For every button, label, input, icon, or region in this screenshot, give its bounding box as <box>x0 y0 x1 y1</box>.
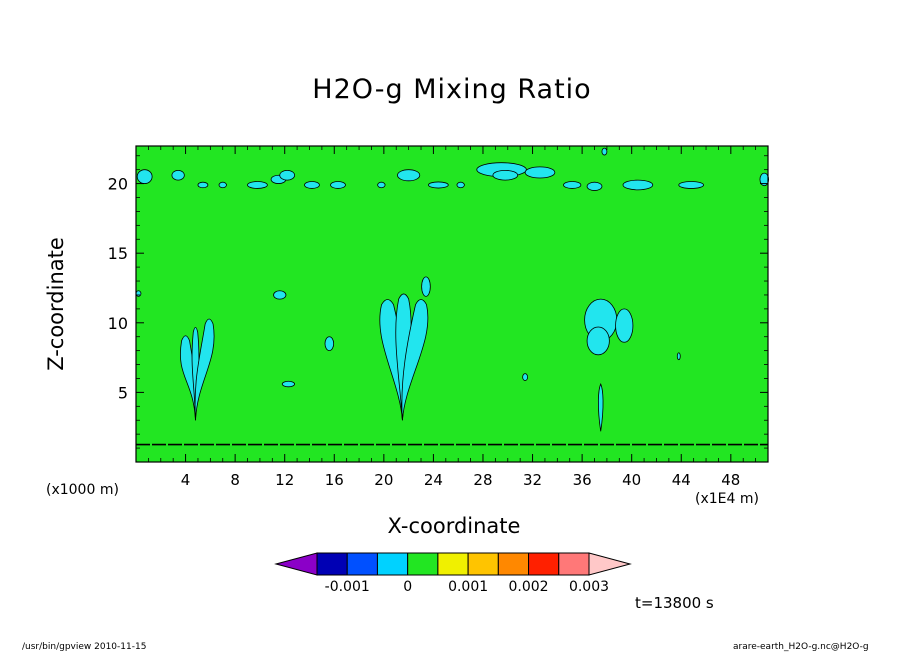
colorbar-box <box>467 552 499 576</box>
colorbar-high-triangle <box>588 552 632 576</box>
footer-source: arare-earth_H2O-g.nc@H2O-g <box>733 642 869 652</box>
x-unit-label-right: (x1E4 m) <box>695 491 759 507</box>
colorbar-tick-label: 0 <box>403 579 412 595</box>
colorbar-box <box>407 552 439 576</box>
moist-layer-patch <box>563 181 582 189</box>
x-tick-label: 24 <box>424 471 443 489</box>
colorbar-box <box>437 552 469 576</box>
x-tick-label: 4 <box>181 471 191 489</box>
moist-patch <box>522 373 528 381</box>
moist-layer-patch <box>377 181 386 189</box>
colorbar-low-triangle <box>274 552 318 576</box>
x-tick-label: 32 <box>523 471 542 489</box>
x-tick-label: 16 <box>325 471 344 489</box>
x-tick-label: 12 <box>275 471 294 489</box>
plume-right-top <box>586 326 610 356</box>
moist-layer-patch <box>197 181 209 189</box>
plume-center <box>401 299 429 421</box>
colorbar-tick-label: 0.003 <box>569 579 609 595</box>
plume-right-side <box>615 308 634 343</box>
colorbar-tick-label: 0.002 <box>509 579 549 595</box>
moist-layer-patch <box>601 147 608 156</box>
moist-layer-patch <box>247 181 268 189</box>
colorbar-box <box>528 552 560 576</box>
x-tick-label: 48 <box>721 471 740 489</box>
moist-layer-patch <box>136 169 153 184</box>
moist-patch <box>273 290 287 300</box>
colorbar-tick-label: 0.001 <box>448 579 488 595</box>
colorbar-box <box>497 552 530 576</box>
y-tick-label: 15 <box>108 244 128 263</box>
time-label: t=13800 s <box>635 594 714 612</box>
moist-patch <box>324 336 335 352</box>
plume-right-stem <box>597 383 604 432</box>
moist-layer-patch <box>428 181 449 189</box>
moist-patch <box>281 380 296 388</box>
y-tick-label: 10 <box>108 314 128 333</box>
moist-layer-patch <box>218 181 227 189</box>
plume-left <box>194 318 215 421</box>
colorbar-box <box>346 552 378 576</box>
colorbar-box <box>376 552 409 576</box>
x-tick-label: 44 <box>672 471 691 489</box>
x-tick-label: 8 <box>230 471 240 489</box>
moist-layer-patch <box>397 169 421 182</box>
moist-layer-patch <box>171 169 185 181</box>
moist-patch <box>421 276 431 297</box>
moist-layer-patch <box>492 169 519 181</box>
moist-patch <box>676 352 681 361</box>
moist-layer-patch <box>456 181 465 189</box>
moist-layer-patch <box>622 179 654 191</box>
field-background <box>136 146 768 462</box>
y-tick-label: 5 <box>118 383 128 402</box>
x-tick-label: 28 <box>473 471 492 489</box>
moist-layer-patch <box>759 172 770 187</box>
footer-command: /usr/bin/gpview 2010-11-15 <box>22 642 147 652</box>
moist-layer-patch <box>524 166 556 179</box>
colorbar-tick-label: -0.001 <box>325 579 370 595</box>
colorbar-box <box>316 552 348 576</box>
x-tick-label: 20 <box>374 471 393 489</box>
moist-layer-patch <box>330 181 346 189</box>
x-tick-label: 36 <box>573 471 592 489</box>
moist-layer-patch <box>586 181 603 191</box>
colorbar: -0.001 0 0.001 0.002 0.003 <box>274 552 632 595</box>
moist-layer-patch <box>678 181 704 189</box>
chart-title: H2O-g Mixing Ratio <box>312 74 592 105</box>
moist-layer-patch <box>304 181 320 189</box>
x-tick-label: 40 <box>622 471 641 489</box>
plot-area <box>135 145 770 463</box>
x-unit-label-left: (x1000 m) <box>46 482 119 498</box>
moist-layer-patch <box>279 169 296 181</box>
colorbar-box <box>558 552 590 576</box>
x-axis-label: X-coordinate <box>387 514 521 538</box>
moist-patch <box>135 290 142 297</box>
plot-frame <box>135 145 769 463</box>
y-tick-label: 20 <box>108 175 128 194</box>
